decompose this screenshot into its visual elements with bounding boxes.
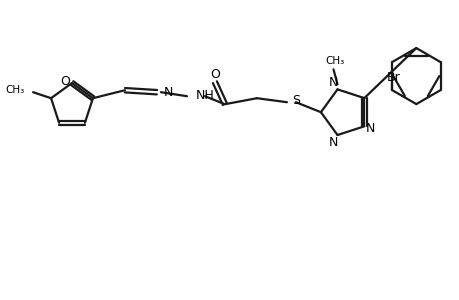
Text: N: N (163, 86, 173, 99)
Text: N: N (328, 76, 337, 89)
Text: Br: Br (386, 70, 400, 84)
Text: S: S (291, 94, 299, 107)
Text: O: O (209, 68, 219, 81)
Text: O: O (60, 74, 70, 88)
Text: NH: NH (196, 89, 214, 102)
Text: N: N (328, 136, 337, 148)
Text: N: N (365, 122, 374, 135)
Text: CH₃: CH₃ (6, 85, 25, 95)
Text: CH₃: CH₃ (324, 56, 343, 66)
